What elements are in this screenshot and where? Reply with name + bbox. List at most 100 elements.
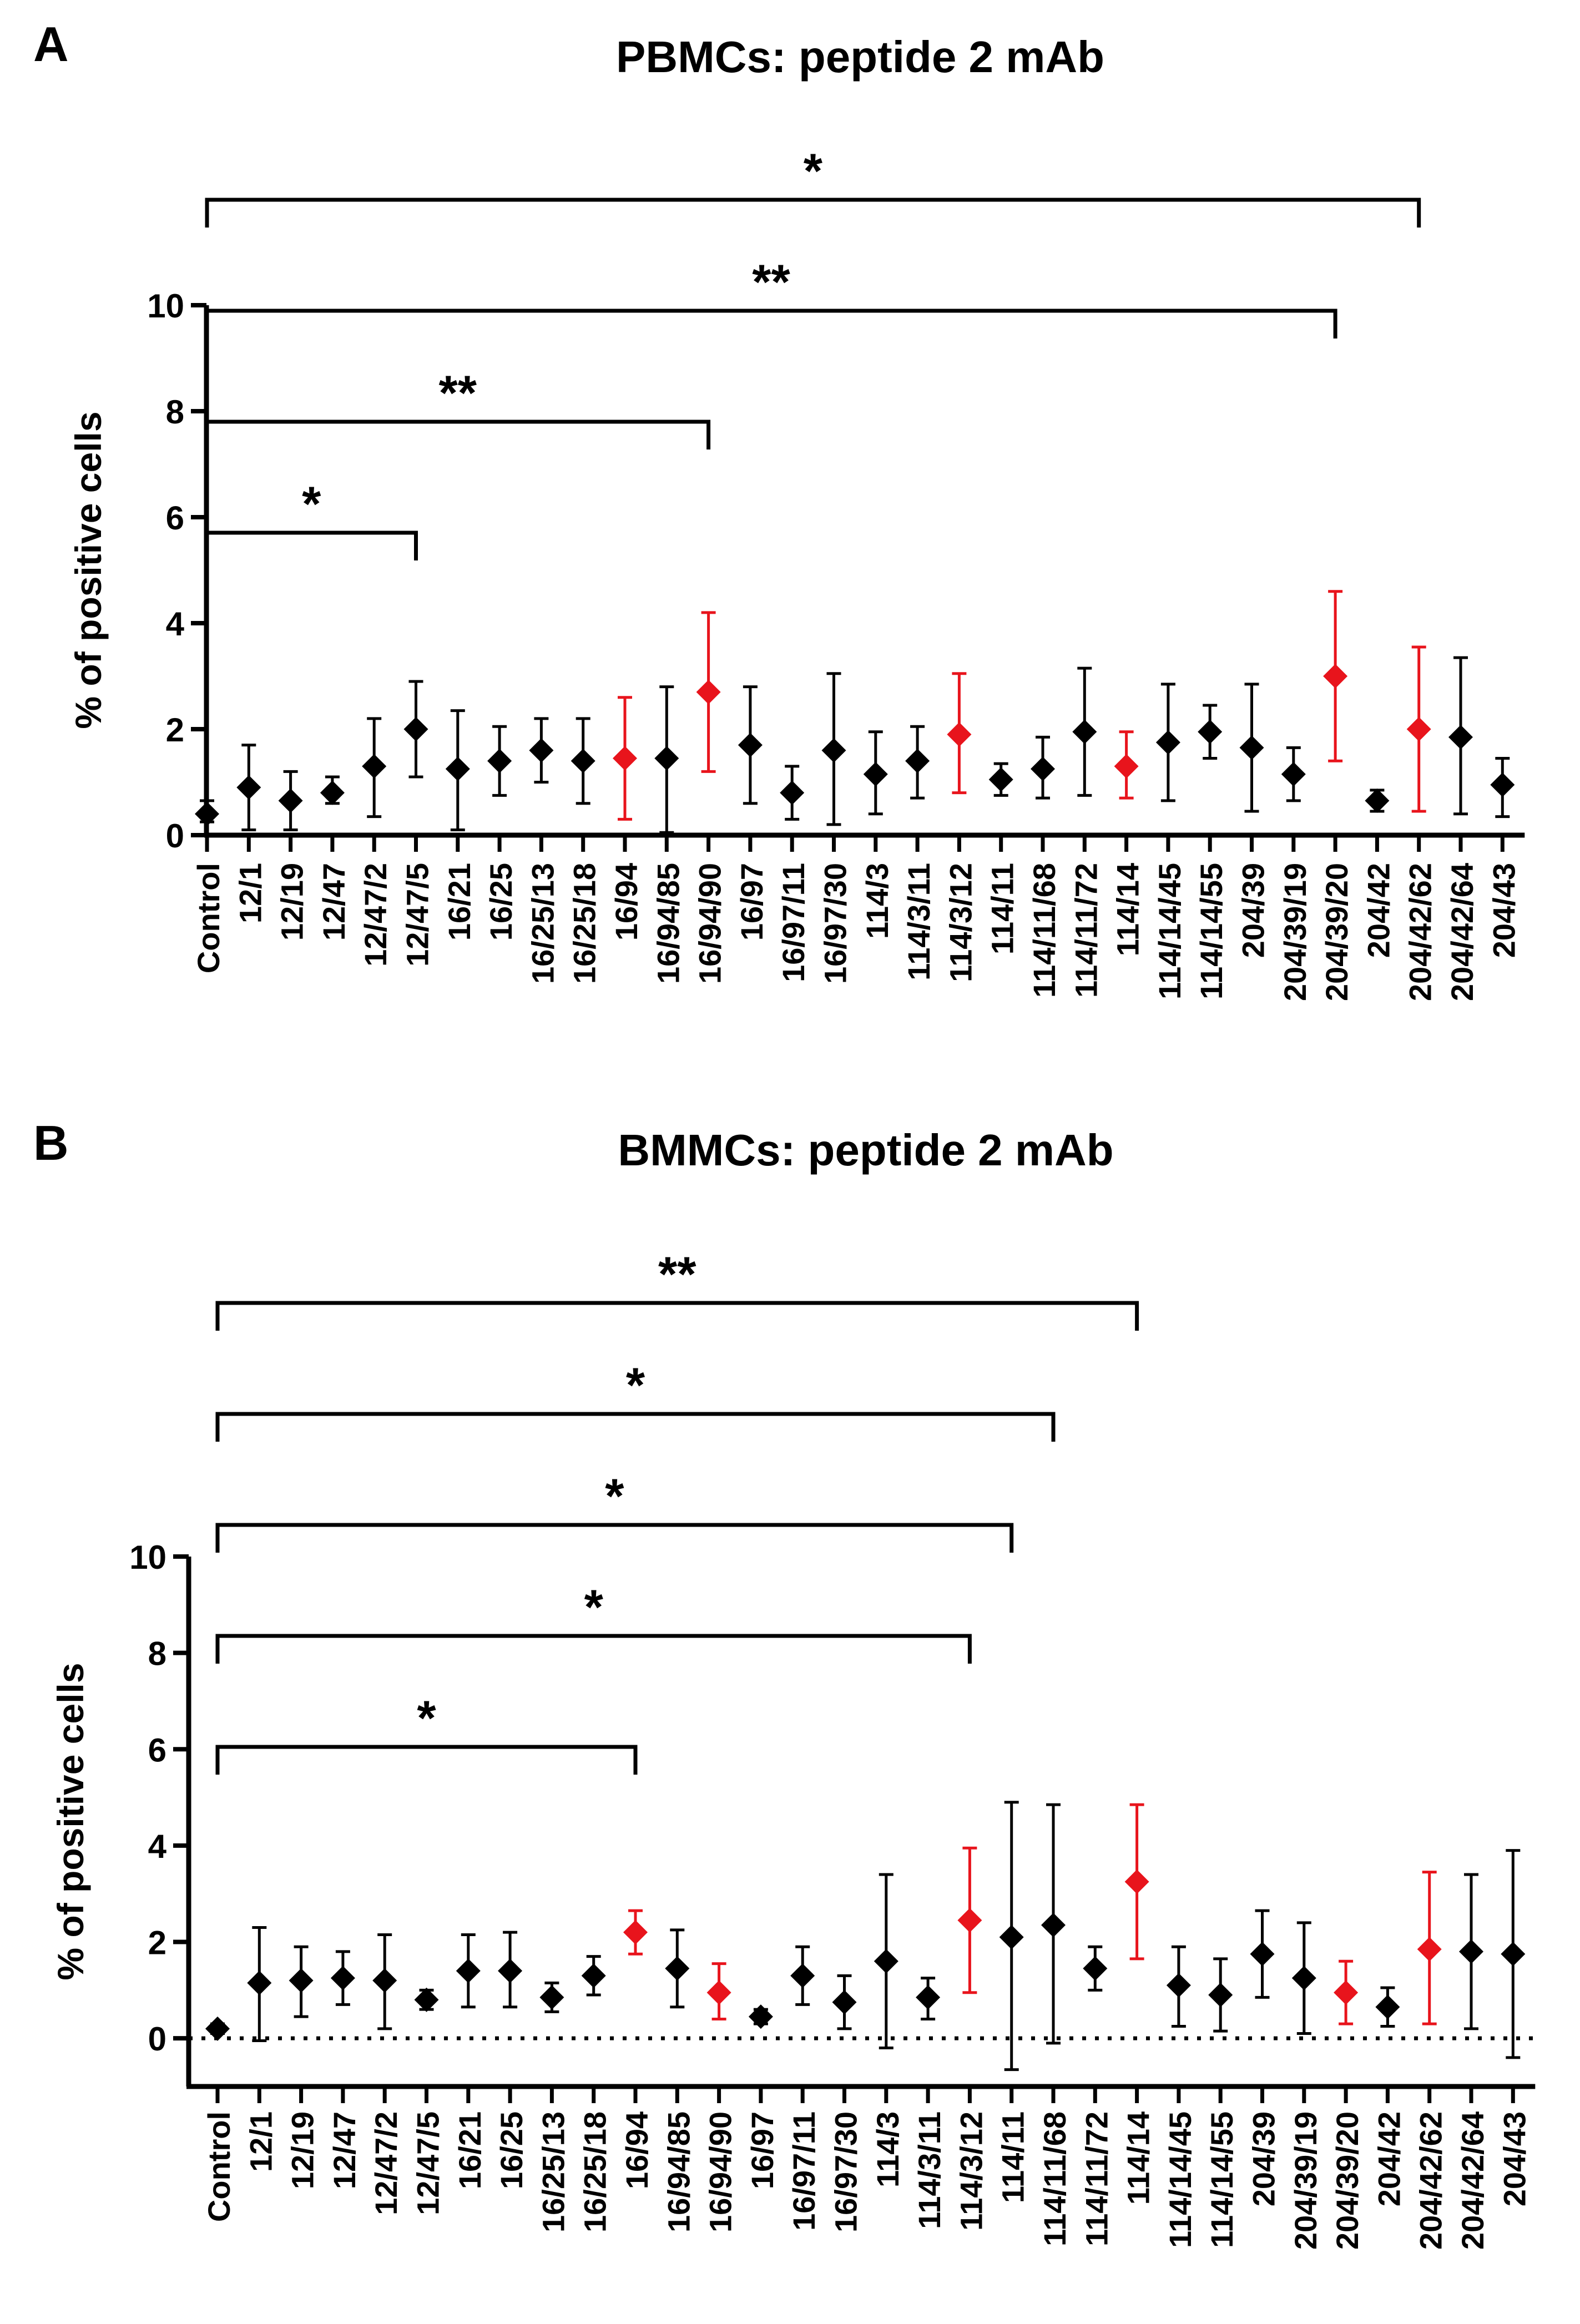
data-point-marker bbox=[278, 788, 303, 813]
data-point-marker bbox=[581, 1963, 606, 1988]
y-tick-label: 0 bbox=[166, 817, 184, 855]
data-point-marker bbox=[1031, 756, 1055, 781]
x-tick-label: 204/42 bbox=[1361, 863, 1396, 958]
data-point-marker bbox=[487, 749, 512, 774]
x-tick-label: 114/3 bbox=[860, 863, 895, 939]
data-point-marker bbox=[1041, 1913, 1066, 1938]
x-tick-label: 12/47/2 bbox=[358, 863, 393, 967]
data-point-marker bbox=[780, 780, 805, 805]
significance-label: * bbox=[584, 1579, 604, 1634]
x-tick-label: 16/94/85 bbox=[661, 2111, 696, 2232]
data-point-marker bbox=[947, 722, 972, 747]
y-tick-label: 2 bbox=[148, 1924, 166, 1962]
data-point-marker bbox=[988, 767, 1013, 792]
data-point-marker bbox=[362, 754, 387, 779]
data-point-marker bbox=[1083, 1956, 1108, 1981]
x-tick-label: 114/14/55 bbox=[1194, 863, 1229, 999]
panel-label: B bbox=[33, 1115, 69, 1170]
x-tick-label: 16/21 bbox=[442, 863, 477, 941]
data-point-marker bbox=[623, 1920, 648, 1945]
data-point-marker bbox=[1166, 1973, 1191, 1998]
data-point-marker bbox=[738, 732, 763, 757]
x-tick-label: 16/94/90 bbox=[693, 863, 728, 984]
data-point-marker bbox=[1323, 664, 1348, 689]
x-tick-label: 12/47 bbox=[316, 863, 351, 941]
significance-label: ** bbox=[439, 365, 477, 420]
x-tick-label: 204/42/64 bbox=[1455, 2111, 1490, 2250]
data-point-marker bbox=[403, 717, 428, 741]
significance-bracket bbox=[215, 1634, 972, 1664]
data-point-marker bbox=[957, 1908, 982, 1933]
data-point-marker bbox=[874, 1949, 898, 1974]
data-point-marker bbox=[1281, 762, 1306, 787]
data-point-marker bbox=[1334, 1980, 1359, 2005]
x-tick-label: 114/11 bbox=[996, 2111, 1031, 2203]
data-point-marker bbox=[1239, 735, 1264, 760]
x-tick-label: 16/94 bbox=[619, 2111, 654, 2189]
y-tick-label: 2 bbox=[166, 711, 184, 749]
data-point-marker bbox=[748, 2004, 773, 2029]
x-tick-label: 16/25/18 bbox=[578, 2111, 613, 2232]
data-point-marker bbox=[247, 1971, 272, 1995]
data-point-marker bbox=[832, 1990, 857, 2015]
x-tick-label: 114/3/11 bbox=[901, 863, 936, 981]
data-point-marker bbox=[1208, 1983, 1233, 2008]
data-point-marker bbox=[999, 1924, 1024, 1949]
data-point-marker bbox=[1490, 772, 1515, 797]
data-point-marker bbox=[205, 2016, 230, 2041]
x-tick-label: 16/97/30 bbox=[829, 2111, 864, 2232]
data-point-marker bbox=[195, 801, 219, 826]
x-tick-label: 12/19 bbox=[285, 2111, 320, 2189]
x-tick-label: 204/42/64 bbox=[1445, 863, 1480, 1001]
data-point-marker bbox=[414, 1987, 439, 2012]
x-tick-label: Control bbox=[191, 863, 226, 973]
x-tick-label: 16/25/13 bbox=[536, 2111, 571, 2232]
y-tick-label: 4 bbox=[166, 605, 185, 643]
x-tick-label: 114/14 bbox=[1110, 863, 1145, 956]
data-point-marker bbox=[1114, 754, 1139, 779]
data-point-marker bbox=[372, 1968, 397, 1993]
x-tick-label: 12/1 bbox=[233, 863, 267, 923]
x-tick-label: 204/39/19 bbox=[1278, 863, 1313, 1001]
data-point-marker bbox=[916, 1985, 941, 2010]
data-point-marker bbox=[1291, 1966, 1316, 1990]
data-point-marker bbox=[1375, 1994, 1400, 2019]
data-point-marker bbox=[498, 1958, 523, 1983]
data-point-marker bbox=[330, 1966, 355, 1990]
chart-title: PBMCs: peptide 2 mAb bbox=[616, 32, 1104, 82]
significance-label: * bbox=[417, 1690, 436, 1745]
data-point-marker bbox=[1417, 1937, 1442, 1962]
data-point-marker bbox=[654, 746, 679, 771]
data-point-marker bbox=[790, 1963, 815, 1988]
data-point-marker bbox=[571, 749, 595, 774]
x-tick-label: 16/97 bbox=[745, 2111, 780, 2189]
data-point-marker bbox=[696, 680, 721, 705]
x-tick-label: 114/11/72 bbox=[1079, 2111, 1114, 2246]
panel-a: A PBMCs: peptide 2 mAb 0 2 4 6 8 10 % of positiv… bbox=[33, 17, 1525, 1001]
data-point-marker bbox=[1365, 788, 1390, 813]
data-point-marker bbox=[1448, 725, 1473, 750]
data-point-marker bbox=[1250, 1942, 1275, 1967]
x-tick-label: 12/47 bbox=[327, 2111, 362, 2189]
x-tick-label: 114/11 bbox=[985, 863, 1020, 954]
x-tick-label: 12/47/5 bbox=[400, 863, 435, 967]
significance-label: * bbox=[626, 1357, 645, 1412]
significance-label: * bbox=[605, 1468, 624, 1523]
data-point-marker bbox=[665, 1956, 690, 1981]
significance-label: ** bbox=[658, 1246, 696, 1301]
data-point-marker bbox=[236, 775, 261, 800]
y-tick-label: 4 bbox=[148, 1828, 167, 1865]
x-tick-label: 16/94/85 bbox=[650, 863, 685, 984]
significance-bracket bbox=[205, 198, 1421, 228]
significance-bracket bbox=[205, 309, 1337, 339]
significance-bracket bbox=[215, 1301, 1139, 1331]
x-tick-label: 114/14/45 bbox=[1163, 2111, 1198, 2248]
data-point-marker bbox=[1198, 719, 1223, 744]
x-tick-label: 114/14 bbox=[1121, 2111, 1156, 2205]
data-point-marker bbox=[529, 738, 554, 763]
x-tick-label: 114/11/68 bbox=[1037, 2111, 1072, 2246]
significance-bracket bbox=[205, 531, 418, 560]
x-tick-label: 114/11/72 bbox=[1068, 863, 1103, 998]
x-tick-label: 204/39/20 bbox=[1319, 863, 1354, 1001]
